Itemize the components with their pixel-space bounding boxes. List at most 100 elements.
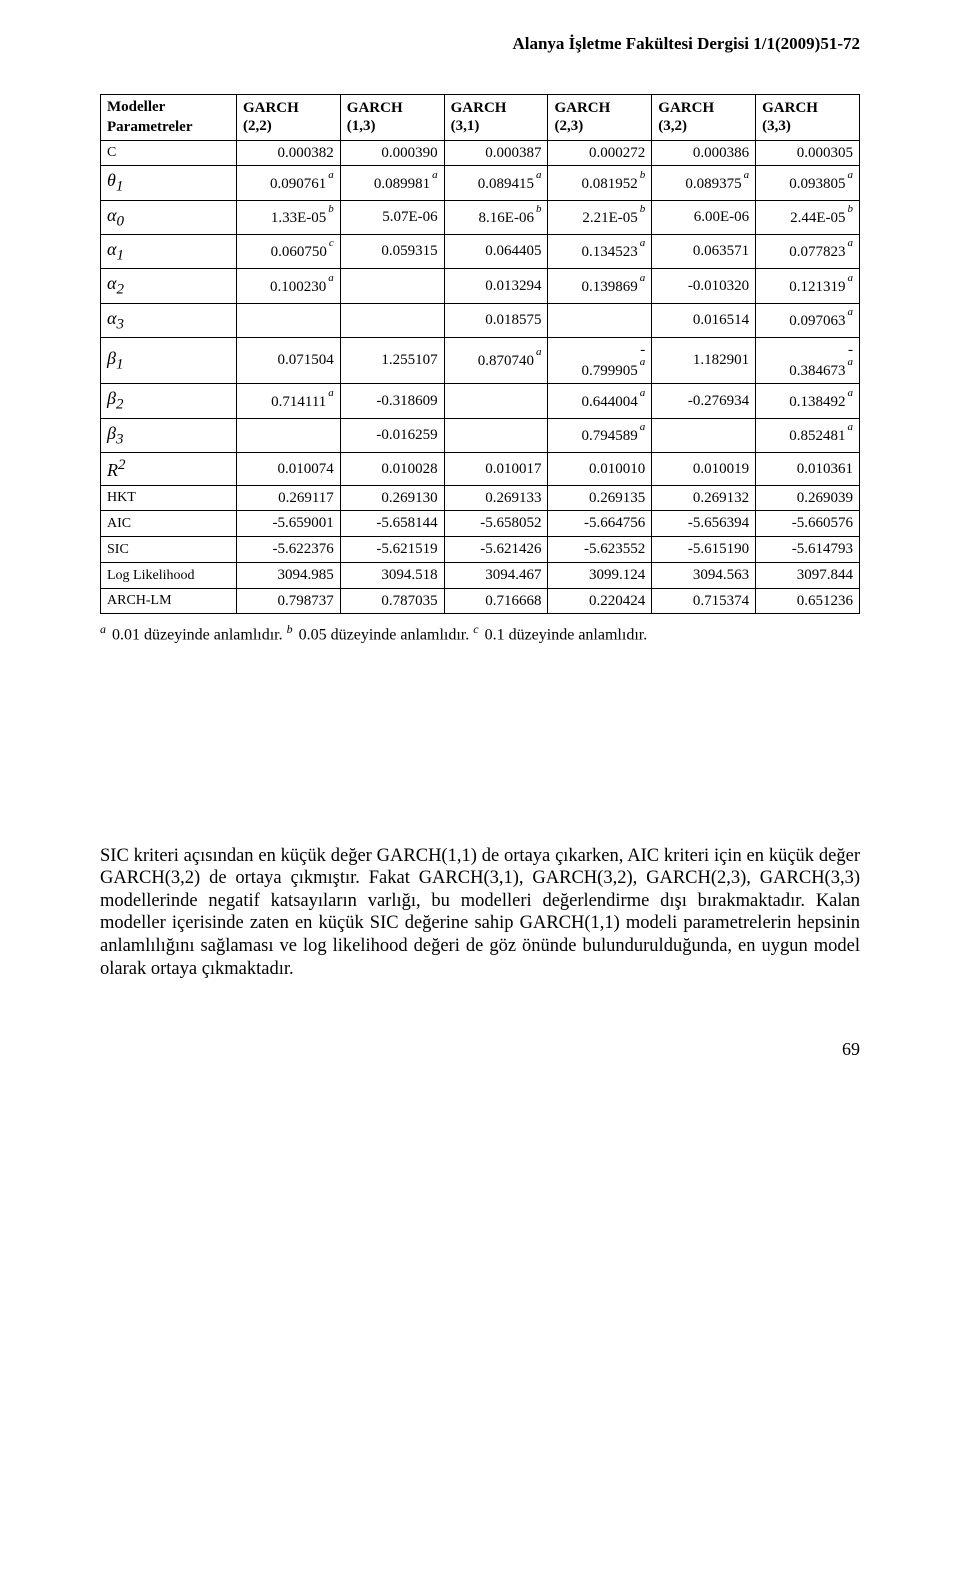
table-cell: 0.269130 <box>340 485 444 511</box>
footnote-text-c: 0.1 düzeyinde anlamlıdır. <box>481 627 648 644</box>
footnote-text-b: 0.05 düzeyinde anlamlıdır. <box>295 627 474 644</box>
table-cell: 0.010019 <box>652 453 756 486</box>
table-cell: 0.089981a <box>340 166 444 200</box>
row-param-label: θ1 <box>101 166 237 200</box>
table-cell <box>444 384 548 418</box>
table-cell: 0.089415a <box>444 166 548 200</box>
table-cell: 0.269133 <box>444 485 548 511</box>
table-cell: 0.077823a <box>756 234 860 268</box>
footnote-text-a: 0.01 düzeyinde anlamlıdır. <box>108 627 287 644</box>
table-cell: 0.134523a <box>548 234 652 268</box>
row-param-label: SIC <box>101 537 237 563</box>
table-cell: 2.44E-05b <box>756 200 860 234</box>
table-cell: 0.269132 <box>652 485 756 511</box>
row-param-label: α0 <box>101 200 237 234</box>
table-cell: 3099.124 <box>548 562 652 588</box>
table-cell: 0.089375a <box>652 166 756 200</box>
row-param-label: α3 <box>101 303 237 337</box>
table-cell: 3094.518 <box>340 562 444 588</box>
table-cell: -5.621519 <box>340 537 444 563</box>
model-header-3: GARCH(2,3) <box>548 95 652 141</box>
table-cell: 0.269039 <box>756 485 860 511</box>
table-cell: 0.000382 <box>236 140 340 166</box>
table-row: α10.060750c0.0593150.0644050.134523a0.06… <box>101 234 860 268</box>
table-cell <box>236 418 340 452</box>
table-cell: 0.000390 <box>340 140 444 166</box>
table-cell: 0.013294 <box>444 269 548 303</box>
table-cell <box>340 269 444 303</box>
table-footnote: a 0.01 düzeyinde anlamlıdır. b 0.05 düze… <box>100 622 860 644</box>
table-cell: 0.060750c <box>236 234 340 268</box>
table-cell: -5.659001 <box>236 511 340 537</box>
table-row: β20.714111a-0.3186090.644004a-0.2769340.… <box>101 384 860 418</box>
table-cell: -0.010320 <box>652 269 756 303</box>
table-row: HKT0.2691170.2691300.2691330.2691350.269… <box>101 485 860 511</box>
page-number: 69 <box>842 1039 860 1060</box>
table-cell: 0.081952b <box>548 166 652 200</box>
table-cell: 0.064405 <box>444 234 548 268</box>
table-cell: 0.651236 <box>756 588 860 614</box>
table-cell: -5.664756 <box>548 511 652 537</box>
table-cell: -5.656394 <box>652 511 756 537</box>
table-row: β3-0.0162590.794589a0.852481a <box>101 418 860 452</box>
table-cell: 1.33E-05b <box>236 200 340 234</box>
table-cell <box>236 303 340 337</box>
table-row: α30.0185750.0165140.097063a <box>101 303 860 337</box>
table-cell: 3094.563 <box>652 562 756 588</box>
table-cell: 0.063571 <box>652 234 756 268</box>
table-cell: 6.00E-06 <box>652 200 756 234</box>
table-cell: 0.220424 <box>548 588 652 614</box>
table-body: C0.0003820.0003900.0003870.0002720.00038… <box>101 140 860 614</box>
table-cell: -0.318609 <box>340 384 444 418</box>
table-cell: -5.658144 <box>340 511 444 537</box>
table-cell: 0.100230a <box>236 269 340 303</box>
table-cell: 3094.467 <box>444 562 548 588</box>
model-header-5: GARCH(3,3) <box>756 95 860 141</box>
table-cell: 2.21E-05b <box>548 200 652 234</box>
model-header-1: GARCH(1,3) <box>340 95 444 141</box>
row-param-label: Log Likelihood <box>101 562 237 588</box>
footnote-sup-a: a <box>100 622 108 636</box>
row-param-label: β2 <box>101 384 237 418</box>
table-row: α01.33E-05b5.07E-068.16E-06b2.21E-05b6.0… <box>101 200 860 234</box>
table-cell: 0.097063a <box>756 303 860 337</box>
row-param-label: α1 <box>101 234 237 268</box>
table-cell: 0.010028 <box>340 453 444 486</box>
table-cell: 0.059315 <box>340 234 444 268</box>
garch-results-table: ModellerParametrelerGARCH(2,2)GARCH(1,3)… <box>100 94 860 614</box>
table-cell <box>340 303 444 337</box>
body-paragraph: SIC kriteri açısından en küçük değer GAR… <box>100 845 860 980</box>
table-cell: 0.269117 <box>236 485 340 511</box>
table-cell: 0.000305 <box>756 140 860 166</box>
table-cell: 0.644004a <box>548 384 652 418</box>
table-cell: 3094.985 <box>236 562 340 588</box>
table-cell <box>548 303 652 337</box>
table-cell: 0.852481a <box>756 418 860 452</box>
table-cell: 0.000386 <box>652 140 756 166</box>
table-cell: 0.018575 <box>444 303 548 337</box>
table-row: AIC-5.659001-5.658144-5.658052-5.664756-… <box>101 511 860 537</box>
table-row: C0.0003820.0003900.0003870.0002720.00038… <box>101 140 860 166</box>
table-cell: 0.010010 <box>548 453 652 486</box>
table-row: ARCH-LM0.7987370.7870350.7166680.2204240… <box>101 588 860 614</box>
table-cell: 8.16E-06b <box>444 200 548 234</box>
table-cell: 0.269135 <box>548 485 652 511</box>
table-cell: -0.384673a <box>756 337 860 384</box>
row-param-label: ARCH-LM <box>101 588 237 614</box>
row-param-label: β1 <box>101 337 237 384</box>
table-row: θ10.090761a0.089981a0.089415a0.081952b0.… <box>101 166 860 200</box>
model-header-0: GARCH(2,2) <box>236 95 340 141</box>
running-header: Alanya İşletme Fakültesi Dergisi 1/1(200… <box>100 34 860 54</box>
table-cell: 0.716668 <box>444 588 548 614</box>
table-cell: 1.182901 <box>652 337 756 384</box>
table-cell: 0.794589a <box>548 418 652 452</box>
table-cell: 0.714111a <box>236 384 340 418</box>
table-cell: 0.071504 <box>236 337 340 384</box>
row-param-label: β3 <box>101 418 237 452</box>
model-header-4: GARCH(3,2) <box>652 95 756 141</box>
table-corner-header: ModellerParametreler <box>101 95 237 141</box>
table-cell: 5.07E-06 <box>340 200 444 234</box>
row-param-label: C <box>101 140 237 166</box>
table-cell: 0.010361 <box>756 453 860 486</box>
table-cell: 0.010074 <box>236 453 340 486</box>
